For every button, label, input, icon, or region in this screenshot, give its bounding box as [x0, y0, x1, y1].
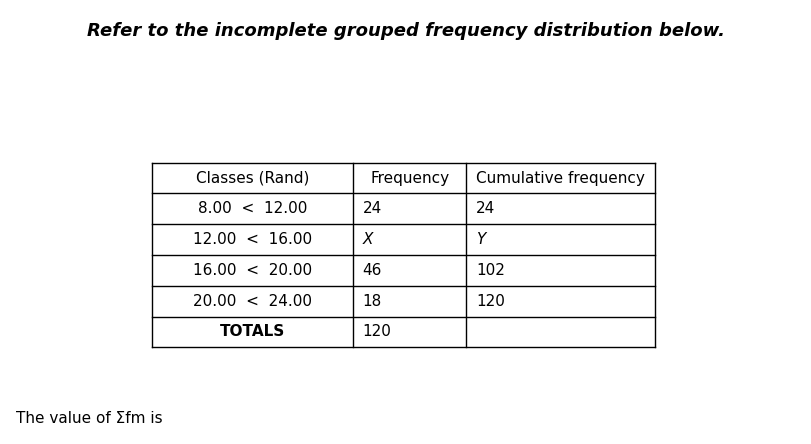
Text: 16.00  <  20.00: 16.00 < 20.00 — [193, 263, 311, 278]
Text: 20.00  <  24.00: 20.00 < 24.00 — [193, 293, 311, 309]
Text: 8.00  <  12.00: 8.00 < 12.00 — [198, 201, 307, 216]
Text: Cumulative frequency: Cumulative frequency — [476, 170, 645, 186]
Text: 102: 102 — [475, 263, 504, 278]
Text: X: X — [363, 232, 373, 247]
Text: The value of Σfm is: The value of Σfm is — [16, 411, 163, 426]
Text: 120: 120 — [363, 325, 391, 339]
Text: 12.00  <  16.00: 12.00 < 16.00 — [193, 232, 311, 247]
Text: 120: 120 — [475, 293, 504, 309]
Text: 24: 24 — [475, 201, 495, 216]
Text: TOTALS: TOTALS — [220, 325, 285, 339]
Text: 46: 46 — [363, 263, 381, 278]
Text: Y: Y — [475, 232, 485, 247]
Text: 24: 24 — [363, 201, 381, 216]
Text: 18: 18 — [363, 293, 381, 309]
Text: Classes (Rand): Classes (Rand) — [195, 170, 309, 186]
Text: Frequency: Frequency — [370, 170, 448, 186]
Text: Refer to the incomplete grouped frequency distribution below.: Refer to the incomplete grouped frequenc… — [87, 22, 724, 40]
